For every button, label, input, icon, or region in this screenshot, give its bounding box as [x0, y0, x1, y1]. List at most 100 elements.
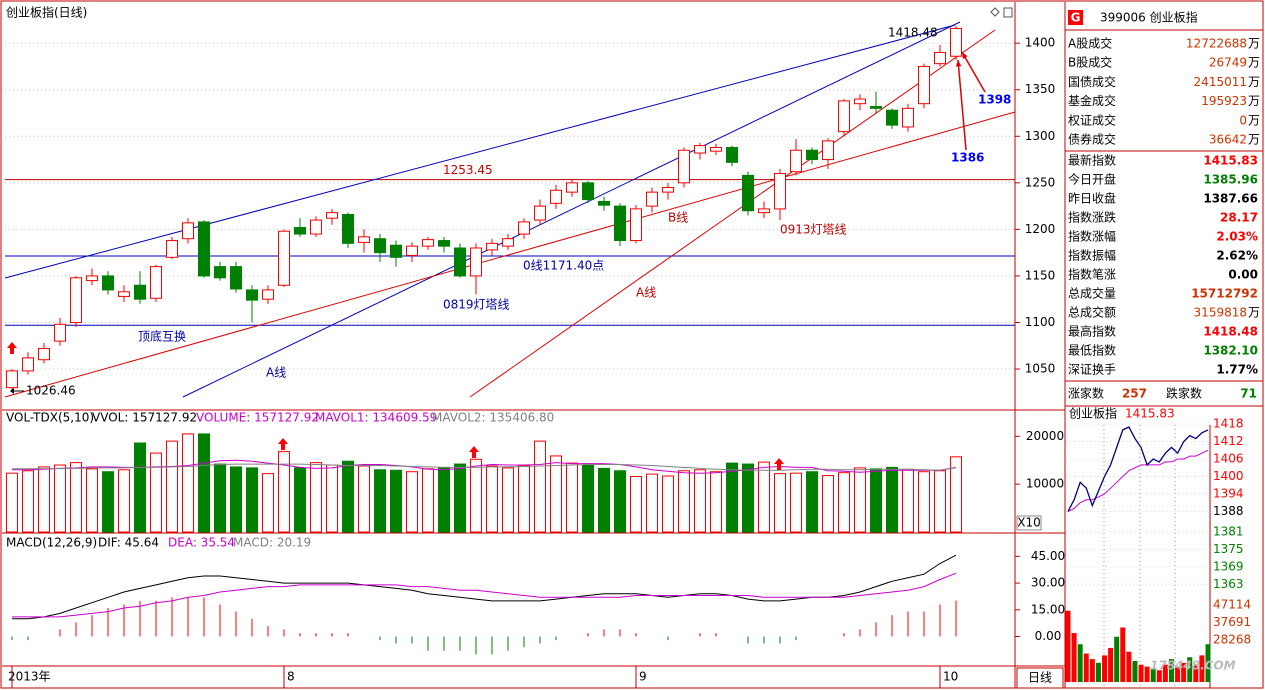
candle-body [246, 289, 258, 301]
watermark: 178448.COM [1150, 659, 1236, 673]
volume-bar [246, 467, 258, 533]
low-arrowhead [10, 388, 14, 394]
pointer-arrow [957, 59, 967, 151]
pointer-arrowhead [955, 60, 962, 67]
candle-body [182, 222, 194, 240]
candle-body [374, 238, 386, 254]
volume-bar [310, 462, 322, 533]
volume-bar [598, 467, 610, 533]
x-tick-label: 2013年 [8, 670, 51, 684]
y-tick-label: 1406 [1213, 452, 1244, 466]
volume-bar [518, 464, 530, 533]
volume-bar [774, 473, 786, 533]
candle-body [406, 245, 418, 256]
row-label: 基金成交 [1068, 93, 1116, 108]
volume-bar [262, 473, 274, 533]
y-tick-label: 1050 [1025, 362, 1056, 376]
macd-header: DIF: 45.64 [98, 536, 159, 550]
row-label: 指数涨跌 [1068, 210, 1116, 225]
row-value: 2.62% [1216, 249, 1258, 263]
candle-body [38, 348, 50, 361]
mini-volume-bar [1205, 644, 1211, 682]
volume-bar [902, 468, 914, 533]
signal-arrow [278, 438, 288, 450]
mini-volume-bar [1126, 651, 1132, 682]
volume-bar [662, 475, 674, 533]
row-label: 指数振幅 [1068, 248, 1116, 263]
candle-body [166, 240, 178, 258]
volume-bar [6, 472, 18, 533]
annotation: 0913灯塔线 [780, 223, 847, 237]
period-label[interactable]: 日线 [1028, 671, 1052, 685]
row-label: 总成交量 [1068, 286, 1116, 301]
mini-volume-bar [1114, 636, 1120, 682]
y-tick-label: 1381 [1213, 524, 1244, 538]
candle-body [230, 266, 242, 290]
volume-bar [166, 440, 178, 533]
volume-bar [374, 469, 386, 533]
y2-tick-label: 37691 [1213, 615, 1251, 629]
icon-diamond[interactable] [990, 7, 1000, 17]
row-value: 0.00 [1228, 268, 1258, 282]
row-unit: 万 [1248, 133, 1260, 147]
candle-body [886, 109, 898, 126]
candle-body [790, 149, 802, 173]
volume-bar [358, 465, 370, 533]
chart-title: 创业板指(日线) [6, 5, 87, 20]
volume-bar [646, 473, 658, 533]
candle-body [742, 174, 754, 212]
volume-bar [86, 468, 98, 533]
volume-bar [566, 462, 578, 533]
row-value: 1418.48 [1203, 325, 1258, 339]
volume-bar [22, 470, 34, 533]
annotation: 顶底互换 [138, 329, 186, 344]
y-tick-label: 0.00 [1035, 629, 1062, 643]
candle-body [710, 146, 722, 152]
volume-bar [678, 470, 690, 533]
mini-volume-bar [1120, 627, 1126, 682]
volume-bar [614, 470, 626, 533]
volume-bar [582, 464, 594, 533]
volume-header: VVOL: 157127.92 [92, 411, 197, 425]
volume-bar [198, 433, 210, 533]
candle-body [454, 247, 466, 277]
y-tick-label: 1388 [1213, 504, 1244, 518]
y-tick-label: 1412 [1213, 434, 1244, 448]
icon-window[interactable] [1003, 7, 1013, 18]
candle-body [582, 182, 594, 201]
decline-value: 71 [1240, 387, 1257, 401]
candle-body [502, 238, 514, 247]
candle-body [518, 221, 530, 235]
period-box[interactable] [1016, 667, 1064, 689]
price-line [1067, 426, 1209, 512]
y-tick-label: 1369 [1213, 559, 1244, 573]
candle-body [950, 27, 962, 57]
candle-body [646, 191, 658, 207]
volume-bar [694, 469, 706, 533]
annotation: 0线1171.40点 [523, 259, 604, 273]
row-label: 权证成交 [1068, 112, 1116, 127]
mini-volume-bar [1077, 644, 1083, 682]
row-value: 1387.66 [1203, 192, 1258, 206]
signal-arrow [774, 458, 784, 470]
row-value: 1415.83 [1203, 154, 1258, 168]
y-tick-label: 1375 [1213, 542, 1244, 556]
candle-body [486, 242, 498, 251]
annotation: A线 [266, 366, 286, 380]
candle-body [774, 173, 786, 210]
volume-header: MAVOL2: 135406.80 [432, 411, 554, 425]
scale-label: X10 [1017, 516, 1041, 530]
candle-body [310, 219, 322, 235]
volume-bar [406, 471, 418, 533]
row-label: 今日开盘 [1068, 172, 1116, 187]
candle-body [86, 275, 98, 282]
mini-last: 1415.83 [1125, 407, 1175, 421]
volume-bar [886, 466, 898, 533]
volume-bar [870, 468, 882, 533]
row-value: 2415011 [1194, 75, 1247, 89]
annotation: 0819灯塔线 [443, 298, 510, 312]
candle-body [550, 189, 562, 204]
volume-bar [342, 460, 354, 533]
row-label: 深证换手 [1068, 363, 1116, 377]
annotation: A线 [636, 286, 656, 300]
